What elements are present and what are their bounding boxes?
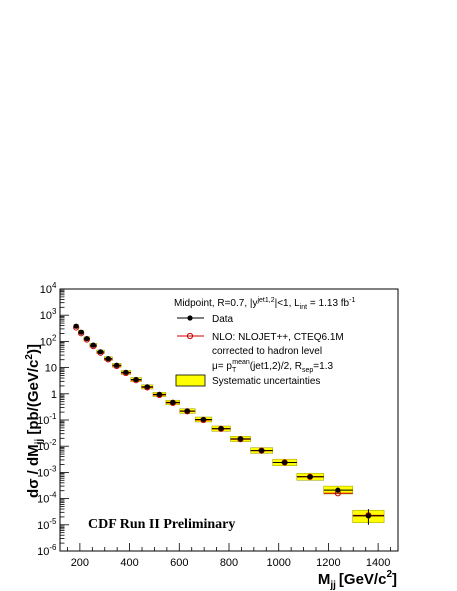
data-point (156, 391, 163, 397)
y-tick-label: 10-6 (37, 543, 57, 558)
data-point (237, 436, 244, 442)
x-axis-title-sup: 2 (386, 569, 392, 580)
data-point (73, 323, 79, 329)
y-axis-title-main: dσ / dM (25, 444, 42, 498)
data-point (123, 369, 129, 375)
y-tick-label: 10-4 (37, 491, 57, 506)
y-tick-label: 1 (51, 389, 57, 401)
data-point (144, 384, 150, 390)
x-axis-title-unit: [GeV/c (339, 571, 387, 588)
data-point (218, 425, 224, 432)
data-point (114, 362, 120, 368)
legend-data-label: Data (212, 314, 234, 325)
legend-syst-label: Systematic uncertainties (212, 376, 320, 387)
x-tick-label: 400 (120, 557, 138, 569)
y-tick-label: 10-2 (37, 438, 57, 453)
data-point (78, 329, 84, 335)
y-tick-label: 102 (40, 333, 57, 348)
y-axis-title-sub: jj (34, 439, 45, 446)
data-point (200, 416, 207, 423)
axis-ticks (60, 288, 391, 552)
data-series (73, 323, 385, 525)
legend-nlo-label: NLO: NLOJET++, CTEQ6.1M (212, 332, 344, 343)
x-tick-label: 1000 (266, 557, 290, 569)
x-tick-label: 1200 (316, 557, 340, 569)
legend: Midpoint, R=0.7, |yjet1,2|<1, Lint = 1.1… (174, 297, 355, 387)
data-point (105, 356, 111, 362)
tick-labels: 200 400 600 800 1000 1200 1400 10-6 10-5 10-4 10-3… (37, 281, 390, 569)
y-tick-label: 104 (40, 281, 57, 296)
data-point (307, 474, 313, 480)
y-tick-label: 10-1 (37, 412, 57, 427)
x-tick-label: 600 (170, 557, 188, 569)
x-axis-title-sub: jj (329, 580, 336, 591)
y-tick-label: 103 (40, 307, 57, 322)
legend-nlo-marker (186, 332, 194, 340)
y-axis-title: dσ / dMjj [pb/(GeV/c2)] (24, 344, 45, 498)
legend-mu-label: μ= pTmean(jet1,2)/2, Rsep=1.3 (212, 359, 333, 374)
x-tick-label: 800 (220, 557, 238, 569)
x-tick-label: 200 (71, 557, 89, 569)
x-axis-title-main: M (318, 571, 331, 588)
preliminary-annotation: CDF Run II Preliminary (88, 517, 235, 532)
x-axis-title: Mjj [GeV/c2] (318, 569, 397, 591)
data-point (335, 487, 341, 493)
data-point (282, 459, 288, 466)
data-point (90, 342, 96, 348)
plot-frame (59, 288, 399, 552)
data-point (184, 408, 190, 414)
data-point (170, 399, 176, 405)
x-tick-label: 1400 (366, 557, 390, 569)
legend-syst-swatch (175, 374, 206, 387)
data-point (133, 376, 139, 383)
legend-nlo-line2: corrected to hadron level (212, 346, 322, 357)
data-point (97, 349, 104, 355)
y-tick-label: 10 (45, 363, 57, 375)
legend-header: Midpoint, R=0.7, |yjet1,2|<1, Lint = 1.1… (174, 297, 355, 311)
y-tick-label: 10-3 (37, 464, 57, 479)
x-axis-title-end: ] (392, 571, 397, 588)
y-axis-title-end: )] (25, 344, 42, 354)
y-axis-title-unit: [pb/(GeV/c (25, 360, 42, 439)
y-tick-label: 10-5 (37, 517, 57, 532)
legend-data-marker (187, 315, 193, 321)
y-axis-title-sup: 2 (24, 354, 35, 360)
data-point (258, 447, 265, 454)
data-point (84, 335, 90, 342)
